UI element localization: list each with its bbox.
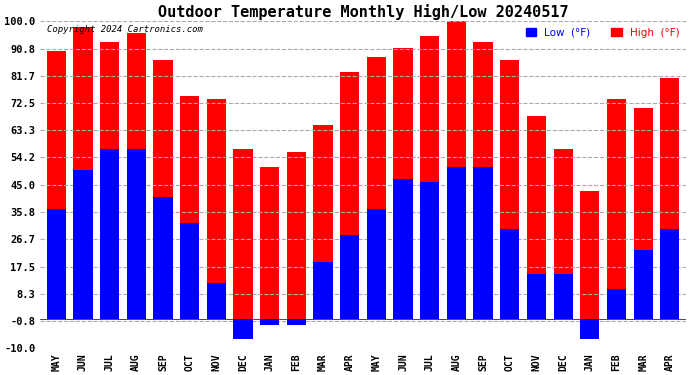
Bar xyxy=(527,274,546,319)
Bar xyxy=(500,60,520,319)
Bar xyxy=(153,60,172,319)
Bar xyxy=(660,230,680,319)
Bar xyxy=(207,283,226,319)
Title: Outdoor Temperature Monthly High/Low 20240517: Outdoor Temperature Monthly High/Low 202… xyxy=(158,4,569,20)
Bar xyxy=(553,274,573,319)
Bar xyxy=(607,99,626,319)
Bar xyxy=(233,319,253,339)
Bar xyxy=(633,108,653,319)
Bar xyxy=(260,319,279,325)
Bar xyxy=(420,182,440,319)
Bar xyxy=(73,170,92,319)
Bar xyxy=(180,96,199,319)
Bar xyxy=(473,167,493,319)
Text: Copyright 2024 Cartronics.com: Copyright 2024 Cartronics.com xyxy=(47,25,203,34)
Bar xyxy=(367,209,386,319)
Bar xyxy=(527,117,546,319)
Legend: Low  (°F), High  (°F): Low (°F), High (°F) xyxy=(524,27,680,39)
Bar xyxy=(367,57,386,319)
Bar xyxy=(340,236,359,319)
Bar xyxy=(633,250,653,319)
Bar xyxy=(393,48,413,319)
Bar xyxy=(660,78,680,319)
Bar xyxy=(207,99,226,319)
Bar xyxy=(100,42,119,319)
Bar xyxy=(127,33,146,319)
Bar xyxy=(420,36,440,319)
Bar xyxy=(313,125,333,319)
Bar xyxy=(447,167,466,319)
Bar xyxy=(73,27,92,319)
Bar xyxy=(473,42,493,319)
Bar xyxy=(180,224,199,319)
Bar xyxy=(553,149,573,319)
Bar xyxy=(500,230,520,319)
Bar xyxy=(260,167,279,319)
Bar xyxy=(153,197,172,319)
Bar xyxy=(100,149,119,319)
Bar xyxy=(313,262,333,319)
Bar xyxy=(580,191,600,319)
Bar xyxy=(47,209,66,319)
Bar xyxy=(127,149,146,319)
Bar xyxy=(287,152,306,319)
Bar xyxy=(393,179,413,319)
Bar xyxy=(287,319,306,325)
Bar xyxy=(580,319,600,339)
Bar xyxy=(233,149,253,319)
Bar xyxy=(447,21,466,319)
Bar xyxy=(607,289,626,319)
Bar xyxy=(340,72,359,319)
Bar xyxy=(47,51,66,319)
